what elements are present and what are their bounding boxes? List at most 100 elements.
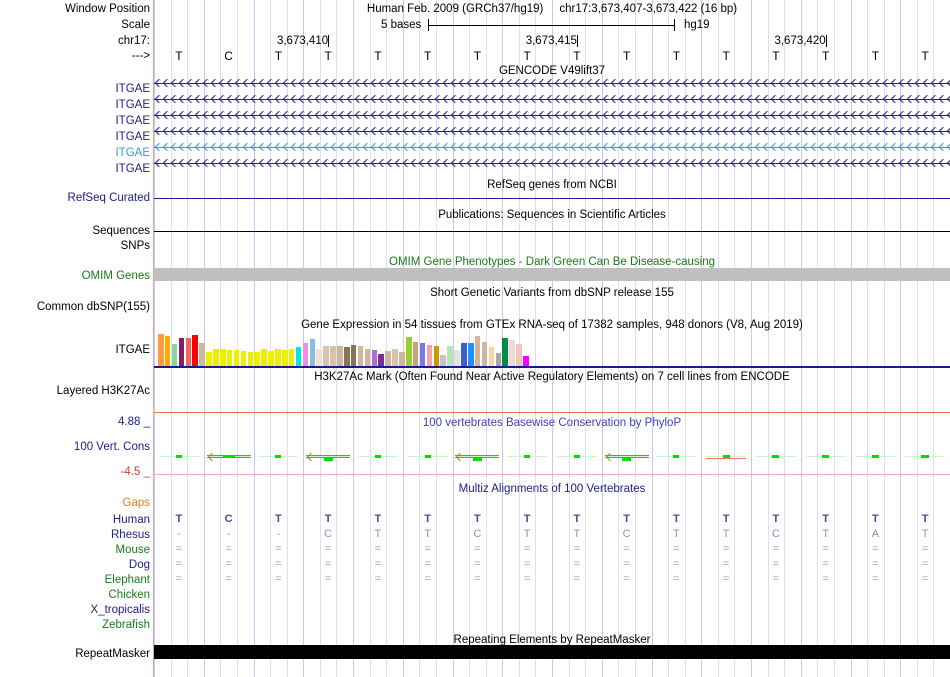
gtex-tissue-bar[interactable] — [302, 343, 309, 366]
conservation-score-bar[interactable] — [524, 455, 531, 458]
gtex-tissue-bar[interactable] — [158, 334, 164, 366]
gtex-tissue-bar[interactable] — [247, 352, 254, 366]
gtex-tissue-bar[interactable] — [220, 349, 226, 366]
track-data-column[interactable] — [154, 0, 950, 677]
conservation-score-bar[interactable] — [222, 455, 235, 458]
species-label-chicken: Chicken — [108, 589, 150, 601]
gtex-tissue-bar[interactable] — [440, 355, 446, 366]
conservation-score-bar[interactable] — [374, 455, 381, 458]
conservation-score-bar[interactable] — [722, 455, 730, 458]
gencode-gene-row[interactable] — [154, 94, 950, 104]
conservation-score-bar[interactable] — [622, 458, 632, 461]
alignment-base: = — [772, 558, 780, 570]
gtex-tissue-bar[interactable] — [199, 343, 205, 366]
gencode-gene-row[interactable] — [154, 142, 950, 152]
conservation-score-bar[interactable] — [573, 455, 580, 458]
gtex-tissue-bar[interactable] — [337, 346, 343, 366]
gtex-tissue-bar[interactable] — [488, 347, 495, 366]
gtex-tissue-bar[interactable] — [502, 338, 508, 366]
conservation-score-bar[interactable] — [175, 455, 182, 458]
conservation-score-bar[interactable] — [424, 455, 431, 458]
gtex-tissue-bar[interactable] — [226, 350, 233, 366]
gtex-tissue-bar[interactable] — [447, 346, 453, 366]
gtex-tissue-bar[interactable] — [233, 350, 240, 366]
gtex-tissue-bar[interactable] — [392, 349, 398, 366]
alignment-base: C — [771, 528, 780, 540]
base-subgridline — [535, 0, 537, 677]
gencode-gene-row[interactable] — [154, 78, 950, 88]
refseq-curated-line[interactable] — [154, 198, 950, 199]
gtex-tissue-bar[interactable] — [185, 338, 192, 366]
gtex-tissue-bar[interactable] — [461, 343, 467, 366]
gtex-tissue-bar[interactable] — [282, 350, 288, 366]
alignment-base: A — [871, 528, 880, 540]
gtex-tissue-bar[interactable] — [171, 344, 178, 366]
gtex-tissue-bar[interactable] — [316, 349, 322, 366]
conservation-score-bar[interactable] — [921, 455, 930, 458]
gtex-tissue-bar[interactable] — [481, 342, 488, 366]
gtex-tissue-bar[interactable] — [433, 346, 440, 366]
gtex-tissue-bar[interactable] — [399, 352, 405, 366]
alignment-base: C — [224, 513, 233, 525]
alignment-base: T — [275, 513, 282, 525]
conservation-score-bar[interactable] — [472, 458, 482, 461]
gtex-tissue-bar[interactable] — [364, 349, 371, 366]
gtex-tissue-bar[interactable] — [323, 346, 329, 366]
gtex-tissue-bar[interactable] — [192, 335, 198, 366]
conservation-score-bar[interactable] — [323, 458, 333, 461]
gtex-tissue-bar[interactable] — [206, 352, 212, 366]
gtex-tissue-bar[interactable] — [309, 339, 316, 366]
gtex-tissue-bar[interactable] — [254, 352, 260, 366]
gtex-tissue-bar[interactable] — [468, 343, 474, 366]
gtex-tissue-bar[interactable] — [495, 353, 502, 366]
gtex-tissue-bar[interactable] — [412, 342, 419, 366]
gtex-tissue-bar[interactable] — [164, 336, 171, 366]
alignment-base: - — [177, 528, 181, 540]
base-subgridline — [916, 0, 918, 677]
repeatmasker-block[interactable] — [154, 645, 950, 659]
gtex-tissue-bar[interactable] — [516, 344, 522, 366]
gencode-gene-row[interactable] — [154, 110, 950, 120]
gtex-tissue-bar[interactable] — [350, 345, 357, 366]
gtex-tissue-bar[interactable] — [523, 356, 529, 366]
gtex-tissue-bar[interactable] — [357, 346, 364, 366]
alignment-base: = — [822, 558, 829, 570]
sequence-base: T — [473, 49, 482, 63]
alignment-base: - — [276, 528, 281, 540]
conservation-score-bar[interactable] — [822, 455, 830, 458]
base-gridline — [253, 0, 255, 677]
gtex-tissue-bar[interactable] — [275, 349, 281, 366]
gtex-tissue-bar[interactable] — [426, 345, 433, 366]
conservation-feature-olive — [604, 457, 649, 458]
gtex-tissue-bar[interactable] — [268, 351, 274, 366]
conservation-score-bar[interactable] — [275, 455, 282, 458]
base-subgridline — [485, 0, 487, 677]
gtex-tissue-bar[interactable] — [454, 350, 460, 366]
sequence-base: T — [772, 49, 780, 63]
gtex-tissue-bar[interactable] — [378, 354, 384, 366]
publications-sequences-line[interactable] — [154, 231, 950, 232]
gencode-gene-row[interactable] — [154, 126, 950, 136]
gtex-tissue-bar[interactable] — [406, 337, 412, 366]
gencode-gene-row[interactable] — [154, 158, 950, 168]
conservation-score-bar[interactable] — [772, 455, 780, 458]
gtex-tissue-bar[interactable] — [213, 349, 219, 366]
gtex-tissue-bar[interactable] — [419, 343, 426, 366]
gtex-tissue-bar[interactable] — [261, 349, 267, 366]
gtex-tissue-bar[interactable] — [509, 340, 515, 366]
ruler-tick-mark — [825, 35, 827, 47]
gtex-tissue-bar[interactable] — [474, 336, 481, 366]
gtex-tissue-bar[interactable] — [385, 351, 391, 366]
species-label-zebrafish: Zebrafish — [102, 619, 150, 631]
gtex-tissue-bar[interactable] — [240, 351, 247, 366]
gtex-tissue-bar[interactable] — [344, 347, 350, 366]
conservation-score-bar[interactable] — [673, 455, 680, 458]
gtex-tissue-bar[interactable] — [288, 349, 295, 366]
omim-genes-band[interactable] — [154, 268, 950, 281]
gtex-tissue-bar[interactable] — [295, 347, 302, 366]
alignment-base: = — [374, 558, 382, 570]
conservation-score-bar[interactable] — [871, 455, 879, 458]
gtex-tissue-bar[interactable] — [371, 350, 378, 366]
gtex-tissue-bar[interactable] — [178, 338, 185, 366]
gtex-tissue-bar[interactable] — [330, 346, 336, 366]
